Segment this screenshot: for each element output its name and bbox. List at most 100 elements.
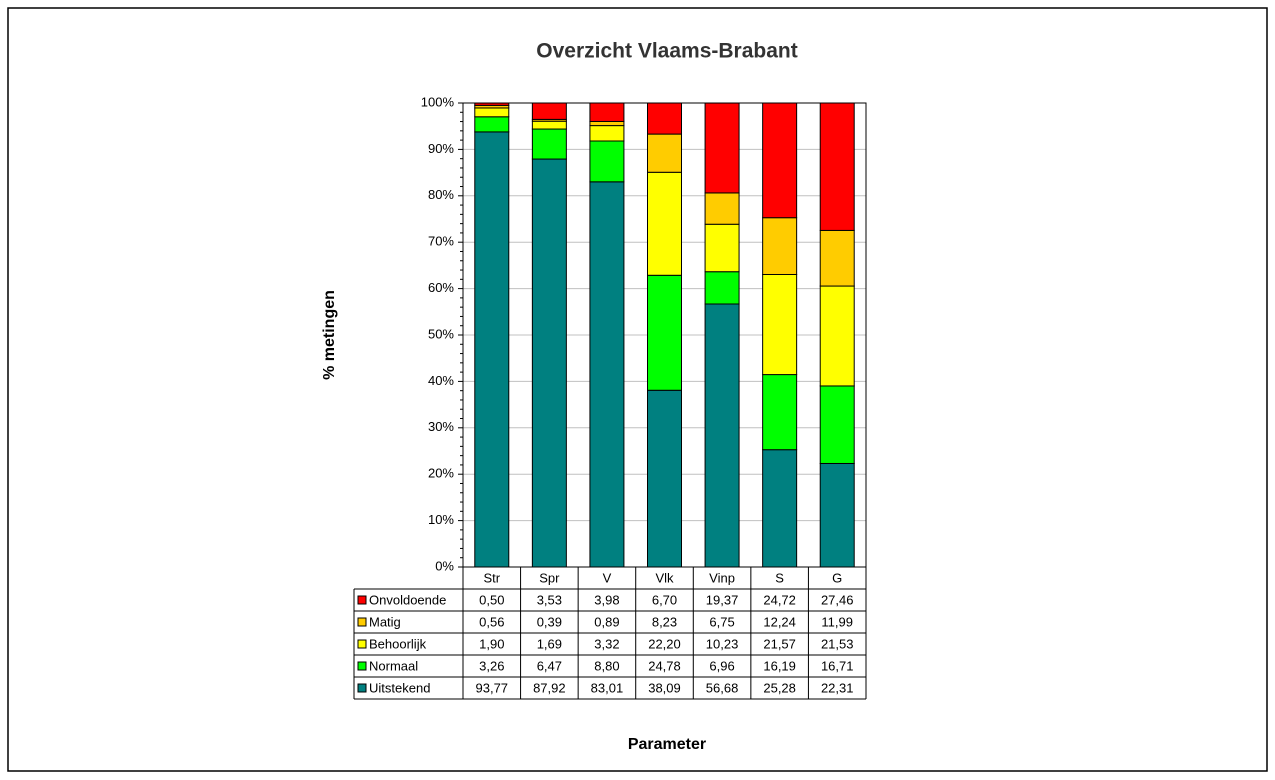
bar-segment: [531, 102, 567, 120]
table-value: 0,56: [479, 614, 504, 629]
bar-segment: [762, 273, 798, 376]
bar-segment: [762, 449, 798, 568]
x-tick-label: Vlk: [655, 570, 674, 585]
bar-segment: [762, 102, 798, 219]
legend-key: [357, 683, 367, 693]
x-tick-label: G: [832, 570, 842, 585]
bar-segment: [819, 385, 855, 464]
table-value: 93,77: [476, 680, 509, 695]
legend-label: Normaal: [369, 658, 418, 673]
plot-frame: [462, 102, 867, 568]
table-value: 38,09: [648, 680, 681, 695]
bar-segment: [647, 133, 682, 173]
x-tick-label: S: [775, 570, 784, 585]
bar-segment: [589, 140, 625, 183]
bar-segment: [474, 107, 510, 118]
bar-segment: [647, 102, 682, 135]
table-value: 11,99: [821, 614, 853, 629]
bar-segment: [589, 120, 625, 127]
table-value: 1,69: [537, 636, 562, 651]
table-value: 3,26: [479, 658, 504, 673]
bar-segment: [704, 303, 740, 568]
bar-segment: [589, 181, 625, 568]
table-value: 27,46: [821, 592, 854, 607]
y-tick-label: 70%: [428, 234, 454, 249]
table-value: 6,47: [537, 658, 562, 673]
table-value: 22,31: [821, 680, 854, 695]
table-value: 0,39: [537, 614, 562, 629]
bar-segment: [647, 389, 682, 568]
y-tick-label: 90%: [428, 141, 454, 156]
bar-segment: [704, 102, 740, 194]
legend-key: [357, 639, 367, 649]
bar-segment: [531, 128, 567, 160]
bar-segment: [704, 192, 740, 225]
table-value: 16,71: [821, 658, 854, 673]
bar-segment: [762, 374, 798, 451]
table-value: 56,68: [706, 680, 739, 695]
legend-label: Behoorlijk: [369, 636, 427, 651]
legend-label: Uitstekend: [369, 680, 430, 695]
table-value: 8,80: [594, 658, 619, 673]
table-value: 83,01: [591, 680, 624, 695]
table-value: 19,37: [706, 592, 739, 607]
chart-title: Overzicht Vlaams-Brabant: [536, 40, 797, 63]
y-tick-label: 50%: [428, 326, 454, 341]
legend-key: [357, 617, 367, 627]
table-value: 21,57: [763, 636, 796, 651]
bar-segment: [762, 217, 798, 275]
y-tick-label: 30%: [428, 419, 454, 434]
bar-segment: [531, 158, 567, 568]
table-value: 3,32: [594, 636, 619, 651]
table-value: 0,89: [594, 614, 619, 629]
table-value: 0,50: [479, 592, 504, 607]
table-value: 24,72: [763, 592, 796, 607]
bar-segment: [819, 229, 855, 287]
table-value: 1,90: [479, 636, 504, 651]
x-tick-label: V: [603, 570, 612, 585]
legend-label: Onvoldoende: [369, 592, 446, 607]
table-value: 8,23: [652, 614, 677, 629]
y-axis-title: % metingen: [321, 290, 338, 380]
bar-segment: [647, 171, 682, 276]
bar-segment: [474, 131, 510, 568]
table-value: 6,70: [652, 592, 677, 607]
bar-segment: [704, 271, 740, 305]
y-tick-label: 60%: [428, 280, 454, 295]
y-tick-label: 0%: [435, 558, 454, 573]
table-value: 6,96: [709, 658, 734, 673]
table-value: 12,24: [763, 614, 796, 629]
bar-segment: [531, 120, 567, 130]
bar-segment: [819, 102, 855, 231]
table-value: 3,98: [594, 592, 619, 607]
bar-segment: [589, 102, 625, 122]
legend-key: [357, 595, 367, 605]
y-tick-label: 80%: [428, 187, 454, 202]
y-tick-label: 100%: [421, 94, 455, 109]
table-value: 16,19: [763, 658, 796, 673]
table-value: 3,53: [537, 592, 562, 607]
y-tick-label: 10%: [428, 512, 454, 527]
table-value: 22,20: [648, 636, 681, 651]
table-value: 6,75: [709, 614, 734, 629]
legend-key: [357, 661, 367, 671]
bar-segment: [647, 274, 682, 391]
y-tick-label: 20%: [428, 466, 454, 481]
bar-segment: [819, 285, 855, 387]
bar-segment: [589, 125, 625, 142]
bar-segment: [474, 116, 510, 133]
legend-label: Matig: [369, 614, 401, 629]
bar-segment: [819, 462, 855, 568]
table-value: 25,28: [763, 680, 796, 695]
bar-segment: [704, 223, 740, 273]
x-tick-label: Str: [483, 570, 500, 585]
x-tick-label: Spr: [539, 570, 560, 585]
table-value: 10,23: [706, 636, 739, 651]
table-value: 21,53: [821, 636, 854, 651]
x-axis-title: Parameter: [628, 736, 706, 753]
x-tick-label: Vinp: [709, 570, 735, 585]
y-tick-label: 40%: [428, 373, 454, 388]
table-value: 87,92: [533, 680, 566, 695]
